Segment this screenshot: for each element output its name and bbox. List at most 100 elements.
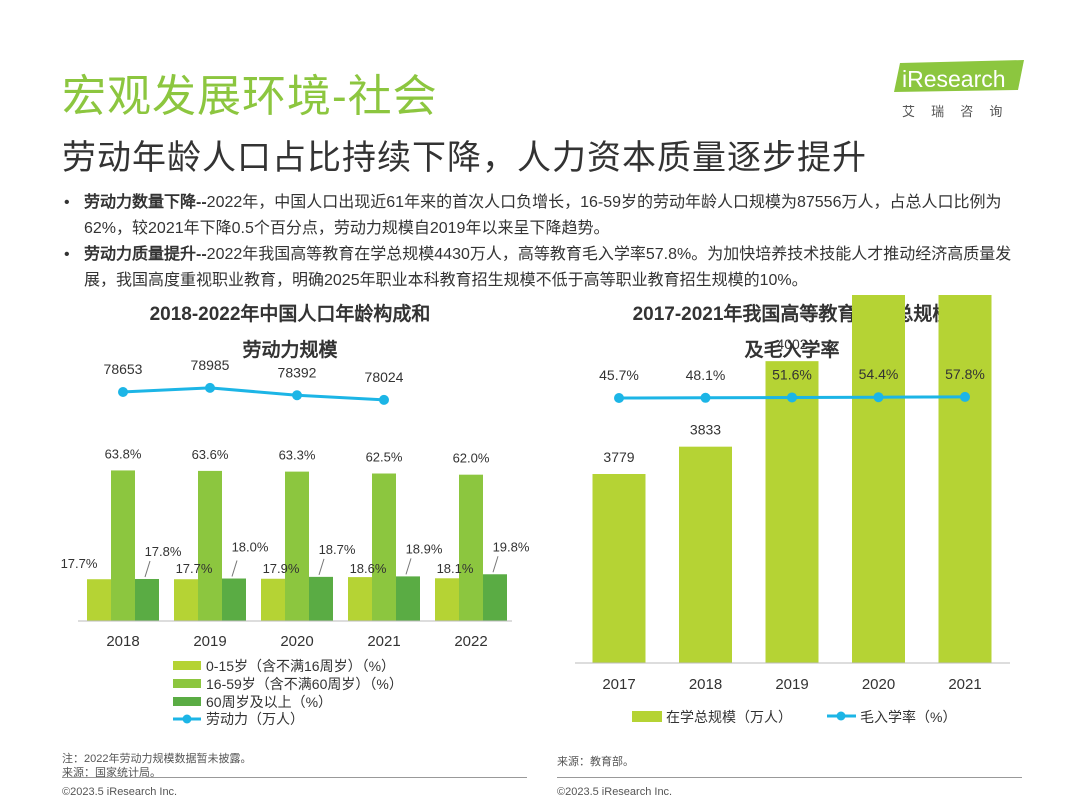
- chart2-bar-label-2017: 3779: [603, 449, 634, 465]
- chart1-label-2018-s2: 17.8%: [145, 544, 182, 559]
- logo-banner: [894, 60, 1024, 92]
- chart1-bar-2022-s0: [435, 578, 459, 621]
- iresearch-logo: iResearch 艾 瑞 咨 询: [894, 60, 1024, 120]
- chart1-label-2019-s0: 17.7%: [176, 561, 213, 576]
- chart1-bar-2022-s2: [483, 574, 507, 621]
- chart1-bar-2020-s2: [309, 576, 333, 621]
- chart2-legend-label: 在学总规模（万人）: [666, 709, 792, 725]
- footer-divider-right: [557, 777, 1022, 778]
- chart1-label-2021-s1: 62.5%: [366, 450, 403, 465]
- chart2-rate-point-2020: [873, 392, 884, 403]
- chart2-rate-label-2020: 54.4%: [859, 366, 899, 382]
- chart1-bar-2021-s0: [348, 577, 372, 621]
- chart2-bar-2020: [852, 295, 905, 663]
- footer-source: 来源：国家统计局。: [62, 767, 161, 779]
- chart1-bar-2018-s0: [87, 579, 111, 621]
- chart2-legend-line-marker: [836, 711, 846, 721]
- chart1-bar-2019-s0: [174, 579, 198, 621]
- chart1-labor-point-2018: [118, 387, 128, 397]
- chart2-rate-label-2017: 45.7%: [599, 367, 639, 383]
- chart1-leader-2021: [405, 558, 412, 575]
- chart1-label-2021-s0: 18.6%: [350, 561, 387, 576]
- chart1-leader-2019: [231, 560, 238, 577]
- chart1-title-line2: 劳动力规模: [242, 338, 338, 361]
- chart2-bar-label-2018: 3833: [690, 422, 721, 438]
- chart2-xtick-2019: 2019: [775, 676, 808, 693]
- chart1-bar-2019-s1: [198, 470, 222, 621]
- chart1-xtick-2021: 2021: [367, 633, 400, 650]
- chart1-xtick-2018: 2018: [106, 633, 139, 650]
- bullet-labor-quality: • 劳动力质量提升--2022年我国高等教育在学总规模4430万人，高等教育毛入学…: [64, 246, 1012, 289]
- logo-text: iResearch: [902, 66, 1006, 92]
- chart1-bar-2018-s2: [135, 578, 159, 621]
- footer-copyright-left: ©2023.5 iResearch Inc.: [62, 786, 178, 798]
- population-labor-chart: 2018-2022年中国人口年龄构成和 劳动力规模 2018 63.8% 17.7%…: [61, 302, 530, 727]
- chart1-bar-2020-s0: [261, 578, 285, 621]
- chart1-labor-point-2021: [379, 394, 389, 405]
- bullet-text: 2022年我国高等教育在学总规模4430万人，高等教育毛入学率57.8%。为加快…: [84, 246, 1012, 289]
- chart2-bar-2018: [679, 446, 732, 663]
- chart1-legend-label-2: 60周岁及以上（%）: [206, 694, 332, 710]
- chart1-bar-2020-s1: [285, 471, 309, 621]
- chart2-bar-label-2019: 4002: [776, 336, 807, 352]
- footer-left: 注：2022年劳动力规模数据暂未披露。 来源：国家统计局。: [62, 752, 251, 780]
- chart1-xtick-2020: 2020: [280, 633, 313, 650]
- chart2-legend: 在学总规模（万人） 毛入学率（%）: [632, 709, 956, 725]
- chart1-legend: 0-15岁（含不满16周岁）（%） 16-59岁（含不满60周岁）（%） 60周岁及…: [173, 658, 403, 727]
- chart1-labor-label-2019: 78985: [191, 357, 230, 373]
- bullet-heading: 劳动力质量提升--: [84, 246, 207, 263]
- chart1-labor-line: [122, 386, 385, 402]
- chart2-rate-point-2021: [960, 391, 970, 402]
- chart1-xtick-2019: 2019: [193, 633, 226, 650]
- chart1-bar-2021-s1: [372, 473, 396, 621]
- chart1-label-2020-s1: 63.3%: [279, 448, 316, 463]
- chart1-labor-label-2018: 78653: [104, 361, 143, 377]
- chart1-labor-point-2020: [292, 390, 302, 401]
- chart2-rate-label-2019: 51.6%: [772, 366, 812, 382]
- chart2-xtick-2018: 2018: [689, 676, 722, 693]
- chart1-legend-label-1: 16-59岁（含不满60周岁）（%）: [206, 676, 403, 692]
- logo-subtext: 艾 瑞 咨 询: [902, 105, 1008, 120]
- chart1-label-2022-s2: 19.8%: [493, 539, 530, 554]
- chart2-bar-2017: [592, 474, 646, 663]
- chart1-legend-label-0: 0-15岁（含不满16周岁）（%）: [206, 658, 395, 674]
- chart1-leader-2022: [492, 556, 499, 573]
- chart1-legend-swatch-2: [173, 697, 201, 706]
- chart1-labor-label-2020: 78392: [278, 364, 317, 380]
- chart2-rate-label-2021: 57.8%: [945, 366, 985, 382]
- chart2-xtick-2017: 2017: [602, 676, 635, 693]
- chart2-title-line2: 及毛入学率: [744, 338, 839, 361]
- bullet-text: 2022年，中国人口出现近61年来的首次人口负增长，16-59岁的劳动年龄人口规…: [84, 194, 1002, 237]
- chart1-legend-line-label: 劳动力（万人）: [206, 711, 304, 727]
- footer-note: 注：2022年劳动力规模数据暂未披露。: [62, 753, 252, 765]
- footer-copyright-right: ©2023.5 iResearch Inc.: [557, 786, 673, 798]
- chart2-xtick-2020: 2020: [862, 676, 895, 693]
- chart1-bar-2021-s2: [396, 576, 420, 621]
- chart1-label-2018-s0: 17.7%: [61, 556, 98, 571]
- footer-source-right: 来源：教育部。: [557, 756, 634, 768]
- chart1-title-line1: 2018-2022年中国人口年龄构成和: [150, 302, 431, 325]
- chart1-xtick-2022: 2022: [454, 633, 487, 650]
- chart1-legend-swatch-1: [173, 679, 201, 688]
- chart1-leader-2018: [144, 560, 151, 578]
- chart2-bar-2021: [938, 295, 992, 663]
- chart1-legend-swatch-0: [173, 661, 201, 670]
- chart2-legend-line-label: 毛入学率（%）: [860, 709, 956, 725]
- chart1-labor-point-2019: [205, 382, 215, 393]
- chart1-label-2022-s0: 18.1%: [437, 561, 474, 576]
- chart1-label-2019-s2: 18.0%: [232, 540, 269, 555]
- chart1-label-2019-s1: 63.6%: [192, 447, 229, 462]
- page-title: 宏观发展环境-社会: [62, 72, 438, 121]
- footer-divider-left: [62, 777, 527, 778]
- chart1-label-2022-s1: 62.0%: [453, 451, 490, 466]
- chart1-label-2021-s2: 18.9%: [406, 541, 443, 556]
- page-subtitle: 劳动年龄人口占比持续下降，人力资本质量逐步提升: [62, 139, 867, 177]
- chart1-bar-2019-s2: [222, 578, 246, 621]
- chart2-rate-point-2018: [700, 392, 711, 403]
- chart1-bar-2022-s1: [459, 474, 483, 621]
- bullet-list: • 劳动力数量下降--2022年，中国人口出现近61年来的首次人口负增长，16-5…: [62, 190, 1032, 294]
- chart1-label-2020-s0: 17.9%: [263, 561, 300, 576]
- chart1-labor-label-2021: 78024: [365, 369, 404, 385]
- bullet-labor-quantity: • 劳动力数量下降--2022年，中国人口出现近61年来的首次人口负增长，16-5…: [64, 194, 1002, 237]
- chart1-label-2020-s2: 18.7%: [319, 542, 356, 557]
